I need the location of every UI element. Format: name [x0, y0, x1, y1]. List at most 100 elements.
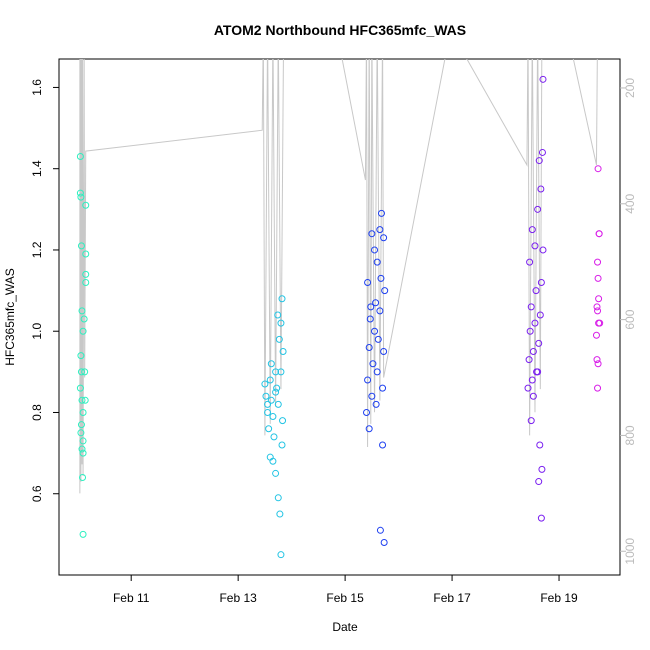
point [538, 465, 546, 473]
x-tick-label: Feb 19 [540, 591, 578, 605]
point [595, 230, 603, 238]
point [537, 278, 545, 286]
point [272, 469, 280, 477]
y-tick-label: 0.6 [30, 485, 44, 502]
point [377, 209, 385, 217]
point [76, 189, 84, 197]
point [594, 307, 602, 315]
point [79, 530, 87, 538]
point [526, 258, 534, 266]
point [531, 319, 539, 327]
point [538, 148, 546, 156]
point [79, 437, 87, 445]
point [379, 441, 387, 449]
point [594, 360, 602, 368]
point [536, 441, 544, 449]
point [269, 413, 277, 421]
point [532, 287, 540, 295]
point [261, 380, 269, 388]
x-axis-label: Date [332, 620, 358, 634]
point [364, 278, 372, 286]
point [595, 319, 603, 327]
point [79, 449, 87, 457]
point [371, 327, 379, 335]
y-tick-label: 1.6 [30, 79, 44, 96]
x-tick-label: Feb 13 [219, 591, 257, 605]
y-tick-label: 1.0 [30, 323, 44, 340]
point [77, 352, 85, 360]
y-tick-label: 0.8 [30, 404, 44, 421]
point [79, 408, 87, 416]
y2-tick-label: 1000 [623, 538, 637, 565]
point [270, 433, 278, 441]
point [77, 421, 85, 429]
point [276, 510, 284, 518]
point [81, 396, 89, 404]
point [80, 315, 88, 323]
point [78, 445, 86, 453]
altitude-line [79, 59, 598, 494]
point [77, 368, 85, 376]
point [379, 384, 387, 392]
point [79, 473, 87, 481]
point [269, 457, 277, 465]
point [594, 165, 602, 173]
point [535, 157, 543, 165]
point [534, 205, 542, 213]
point [380, 234, 388, 242]
point [526, 327, 534, 335]
point [364, 376, 372, 384]
point [274, 494, 282, 502]
point [381, 287, 389, 295]
point [368, 392, 376, 400]
plot-frame [58, 58, 621, 576]
point [371, 246, 379, 254]
point [77, 193, 85, 201]
point [82, 278, 90, 286]
point [593, 356, 601, 364]
point [380, 348, 388, 356]
point [274, 400, 282, 408]
point [529, 392, 537, 400]
point [264, 400, 272, 408]
point [525, 356, 533, 364]
point [278, 441, 286, 449]
point [277, 319, 285, 327]
point [278, 295, 286, 303]
point [527, 303, 535, 311]
point [82, 201, 90, 209]
point [365, 343, 373, 351]
point [528, 376, 536, 384]
point [79, 327, 87, 335]
point [528, 226, 536, 234]
chart-title: ATOM2 Northbound HFC365mfc_WAS [214, 22, 466, 38]
point [277, 551, 285, 559]
point [365, 425, 373, 433]
point [527, 417, 535, 425]
point [82, 250, 90, 258]
point [78, 396, 86, 404]
point [537, 514, 545, 522]
point [77, 242, 85, 250]
point [267, 360, 275, 368]
point [373, 258, 381, 266]
point [539, 246, 547, 254]
point [594, 384, 602, 392]
y2-tick-label: 200 [623, 78, 637, 98]
point [531, 242, 539, 250]
point [594, 258, 602, 266]
point [595, 295, 603, 303]
point [367, 303, 375, 311]
point [592, 331, 600, 339]
point [376, 526, 384, 534]
x-tick-label: Feb 17 [433, 591, 471, 605]
point [524, 384, 532, 392]
point [265, 425, 273, 433]
point [273, 384, 281, 392]
point [377, 274, 385, 282]
point [372, 299, 380, 307]
point [366, 315, 374, 323]
point [81, 368, 89, 376]
point [537, 185, 545, 193]
point [536, 311, 544, 319]
